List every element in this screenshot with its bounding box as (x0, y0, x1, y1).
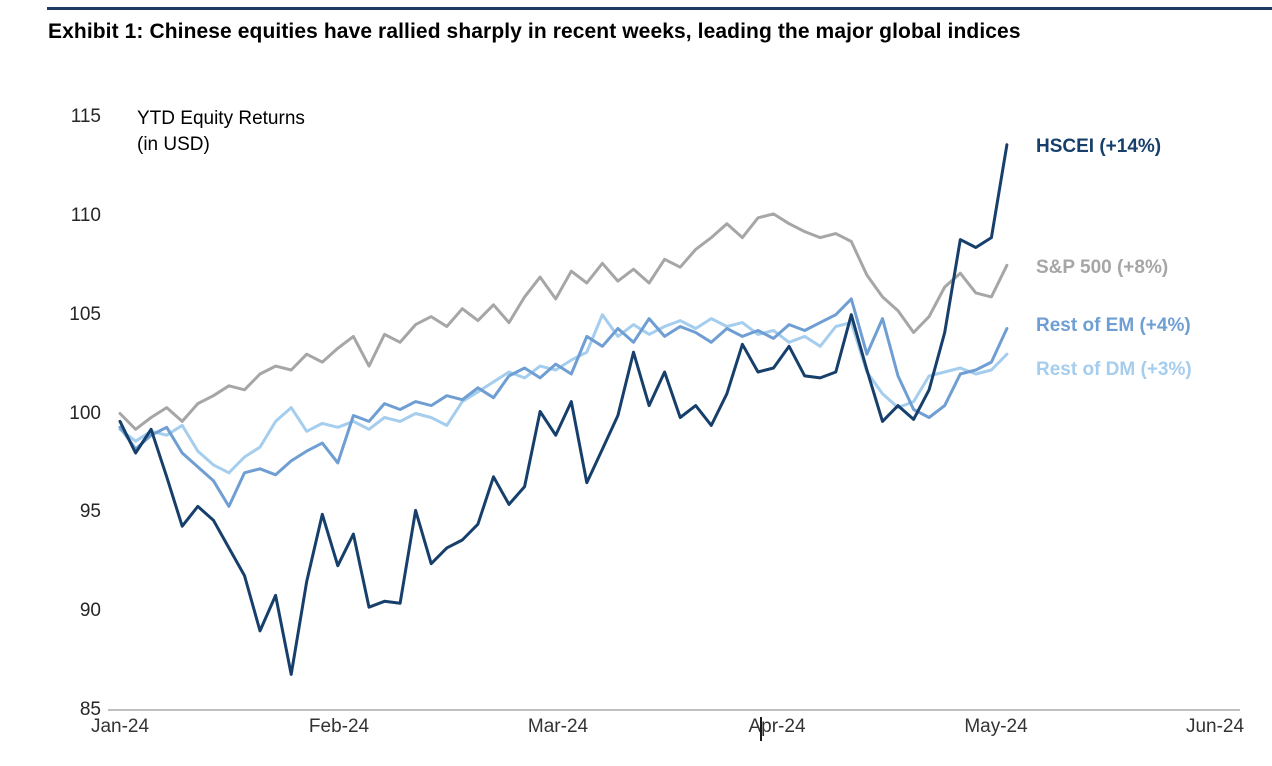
top-divider (47, 7, 1272, 10)
y-axis-tick-label: 100 (69, 402, 101, 424)
y-axis: 115 110 105 100 95 90 85 (0, 0, 101, 766)
y-axis-tick-label: 85 (79, 699, 101, 720)
x-axis-tick-label: Mar-24 (527, 716, 589, 737)
y-axis-tick-label: 110 (70, 204, 101, 226)
y-axis-tick-label: 95 (79, 501, 101, 523)
cursor-caret (760, 717, 762, 741)
series-line-0 (118, 143, 1009, 676)
x-axis-tick-label: Jun-24 (1185, 716, 1245, 737)
y-axis-tick-label: 115 (70, 106, 101, 127)
chart-note-line2: (in USD) (137, 134, 210, 155)
series-line-1 (118, 212, 1009, 431)
chart-note-line1: YTD Equity Returns (137, 108, 305, 129)
chart-note: YTD Equity Returns (in USD) (137, 106, 305, 158)
y-axis-tick-label: 90 (79, 600, 101, 622)
x-axis-tick-label: Jan-24 (90, 716, 150, 737)
series-label-hscei: HSCEI (+14%) (1036, 136, 1162, 157)
series-line-2 (118, 297, 1009, 508)
exhibit-title: Exhibit 1: Chinese equities have rallied… (48, 20, 1021, 43)
series-label-sp500: S&P 500 (+8%) (1036, 257, 1169, 278)
y-axis-tick-label: 105 (69, 303, 101, 325)
x-axis-tick-label: Feb-24 (308, 716, 370, 737)
x-axis-tick-label: Apr-24 (748, 716, 806, 737)
series-label-rest-of-em: Rest of EM (+4%) (1036, 315, 1191, 336)
x-axis: Jan-24 Feb-24 Mar-24 Apr-24 May-24 Jun-24 (0, 716, 1272, 744)
x-axis-tick-label: May-24 (964, 716, 1028, 737)
series-label-rest-of-dm: Rest of DM (+3%) (1036, 359, 1192, 380)
